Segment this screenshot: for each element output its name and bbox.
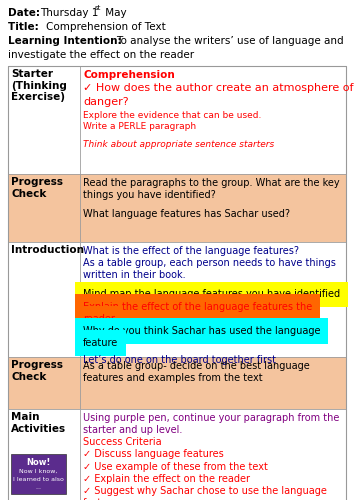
Text: st: st [95,5,101,11]
Text: Comprehension of Text: Comprehension of Text [46,22,166,32]
Text: Date:: Date: [8,8,44,18]
Text: Let’s do one on the board together first: Let’s do one on the board together first [83,356,276,366]
Text: As a table group, each person needs to have things: As a table group, each person needs to h… [83,258,336,268]
Text: starter and up level.: starter and up level. [83,425,182,435]
Bar [80,409,346,500]
Text: Introduction: Introduction [11,245,84,255]
Text: Why do you think Sachar has used the language: Why do you think Sachar has used the lan… [83,326,320,336]
Text: Using purple pen, continue your paragraph from the: Using purple pen, continue your paragrap… [83,413,339,423]
Text: I learned to also: I learned to also [13,477,64,482]
Bar [11,454,66,494]
Text: ✓ Suggest why Sachar chose to use the language: ✓ Suggest why Sachar chose to use the la… [83,486,327,496]
Bar [8,357,80,409]
Text: Thursday 1: Thursday 1 [40,8,99,18]
Text: Learning Intention:: Learning Intention: [8,36,125,46]
Text: Now!: Now! [26,458,51,467]
Text: Write a PERLE paragraph: Write a PERLE paragraph [83,122,196,131]
Text: Progress
Check: Progress Check [11,360,63,382]
Bar [80,66,346,174]
Text: What language features has Sachar used?: What language features has Sachar used? [83,209,290,219]
Text: investigate the effect on the reader: investigate the effect on the reader [8,50,194,60]
Text: ✓ Explain the effect on the reader: ✓ Explain the effect on the reader [83,474,250,484]
Text: Title:: Title: [8,22,42,32]
Text: As a table group- decide on the best language: As a table group- decide on the best lan… [83,361,310,371]
Text: Explore the evidence that can be used.: Explore the evidence that can be used. [83,111,261,120]
Bar [8,174,80,242]
Text: Comprehension: Comprehension [83,70,175,80]
Text: Now I know,: Now I know, [19,469,58,474]
Text: ...: ... [35,485,41,490]
Text: Starter
(Thinking
Exercise): Starter (Thinking Exercise) [11,69,67,102]
Text: Read the paragraphs to the group. What are the key: Read the paragraphs to the group. What a… [83,178,339,188]
Text: Explain the effect of the language features the: Explain the effect of the language featu… [83,302,312,312]
Bar [8,409,80,500]
Text: To analyse the writers’ use of language and: To analyse the writers’ use of language … [116,36,344,46]
Bar [80,242,346,357]
Bar [8,242,80,357]
Bar [8,66,80,174]
Text: Success Criteria: Success Criteria [83,438,162,448]
Text: things you have identified?: things you have identified? [83,190,216,200]
Text: Main
Activities: Main Activities [11,412,66,434]
Text: ✓ Use example of these from the text: ✓ Use example of these from the text [83,462,268,471]
Text: What is the effect of the language features?: What is the effect of the language featu… [83,246,299,256]
Text: Think about appropriate sentence starters: Think about appropriate sentence starter… [83,140,274,149]
Text: feature: feature [83,498,118,500]
Text: ✓ How does the author create an atmosphere of: ✓ How does the author create an atmosphe… [83,83,354,93]
Text: danger?: danger? [83,97,129,107]
Text: reader: reader [83,314,115,324]
Bar [80,357,346,409]
Text: Mind map the language features you have identified: Mind map the language features you have … [83,290,340,300]
Bar [80,174,346,242]
Text: Progress
Check: Progress Check [11,177,63,199]
Text: feature: feature [83,338,118,348]
Text: May: May [102,8,126,18]
Text: ✓ Discuss language features: ✓ Discuss language features [83,450,224,460]
Text: written in their book.: written in their book. [83,270,185,280]
Text: features and examples from the text: features and examples from the text [83,373,263,383]
